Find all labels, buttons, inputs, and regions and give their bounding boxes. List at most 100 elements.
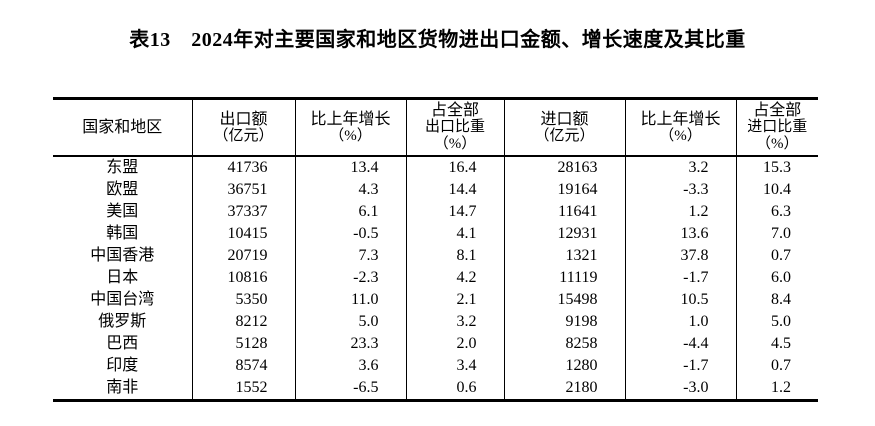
- table-row: 印度 8574 3.6 3.4 1280 -1.7 0.7: [53, 355, 818, 377]
- column-header-line: 出口比重: [424, 119, 485, 135]
- cell-region: 中国台湾: [53, 289, 193, 311]
- column-header-line: （%）: [433, 136, 477, 152]
- cell-value: 11119: [504, 267, 626, 289]
- cell-value: 10.5: [625, 289, 737, 311]
- table-row: 美国 37337 6.1 14.7 11641 1.2 6.3: [53, 201, 818, 223]
- column-header-line: 比上年增长: [310, 110, 391, 128]
- cell-region: 中国香港: [53, 245, 193, 267]
- cell-value: 8258: [504, 333, 626, 355]
- cell-value: 36751: [192, 179, 296, 201]
- cell-value: -6.5: [295, 377, 407, 401]
- column-header-line: （亿元）: [534, 127, 595, 144]
- cell-value: 7.3: [295, 245, 407, 267]
- cell-value: 5.0: [771, 313, 791, 330]
- cell-value: 4.3: [295, 179, 407, 201]
- cell-value: 5350: [192, 289, 296, 311]
- cell-region: 东盟: [53, 156, 193, 179]
- cell-value: 8.4: [771, 291, 791, 308]
- column-header: 比上年增长 （%）: [295, 98, 407, 157]
- cell-value: 8574: [192, 355, 296, 377]
- cell-value: 8212: [192, 311, 296, 333]
- cell-value: -3.3: [625, 179, 737, 201]
- cell-value: 16.4: [406, 156, 505, 179]
- header-row: 国家和地区 出口额 （亿元） 比上年增长 （%） 占全部 出口比重 （%） 进口额 （亿元） 比上年…: [53, 98, 818, 157]
- table-row: 欧盟 36751 4.3 14.4 19164 -3.3 10.4: [53, 179, 818, 201]
- column-header-line: 比上年增长: [640, 110, 721, 128]
- cell-value: -1.7: [625, 355, 737, 377]
- cell-value: 10415: [192, 223, 296, 245]
- cell-value: -2.3: [295, 267, 407, 289]
- table-title: 表13 2024年对主要国家和地区货物进出口金额、增长速度及其比重: [129, 29, 746, 51]
- cell-value: 0.7: [771, 247, 791, 264]
- cell-value: -3.0: [625, 377, 737, 401]
- cell-value: 13.4: [295, 156, 407, 179]
- cell-value: 11641: [504, 201, 626, 223]
- cell-region: 日本: [53, 267, 193, 289]
- column-header-line: 国家和地区: [82, 119, 163, 136]
- cell-value: 3.2: [406, 311, 505, 333]
- cell-value: 23.3: [295, 333, 407, 355]
- cell-value: 4.5: [771, 335, 791, 352]
- column-header: 占全部 进口比重 （%）: [736, 98, 818, 157]
- table-row: 韩国 10415 -0.5 4.1 12931 13.6 7.0: [53, 223, 818, 245]
- cell-value: 9198: [504, 311, 626, 333]
- trade-table: 国家和地区 出口额 （亿元） 比上年增长 （%） 占全部 出口比重 （%） 进口额 （亿元） 比上年…: [53, 97, 818, 402]
- cell-value: 2180: [504, 377, 626, 401]
- column-header: 比上年增长 （%）: [625, 98, 737, 157]
- cell-value: 37337: [192, 201, 296, 223]
- column-header-line: 进口额: [540, 110, 589, 128]
- cell-value: 6.3: [771, 203, 791, 220]
- cell-region: 巴西: [53, 333, 193, 355]
- table-row: 巴西 5128 23.3 2.0 8258 -4.4 4.5: [53, 333, 818, 355]
- cell-region: 印度: [53, 355, 193, 377]
- cell-region: 美国: [53, 201, 193, 223]
- cell-region: 欧盟: [53, 179, 193, 201]
- table-row: 中国香港 20719 7.3 8.1 1321 37.8 0.7: [53, 245, 818, 267]
- table-header: 国家和地区 出口额 （亿元） 比上年增长 （%） 占全部 出口比重 （%） 进口额 （亿元） 比上年…: [53, 98, 818, 157]
- cell-value: 1280: [504, 355, 626, 377]
- cell-value: 19164: [504, 179, 626, 201]
- column-header: 占全部 出口比重 （%）: [406, 98, 505, 157]
- cell-value: 2.0: [406, 333, 505, 355]
- table-row: 南非 1552 -6.5 0.6 2180 -3.0 1.2: [53, 377, 818, 401]
- column-header-line: （%）: [659, 127, 702, 144]
- column-header: 国家和地区: [53, 98, 193, 157]
- column-header-line: （%）: [756, 136, 799, 152]
- cell-value: 28163: [504, 156, 626, 179]
- cell-value: 2.1: [406, 289, 505, 311]
- cell-value: 1.2: [625, 201, 737, 223]
- cell-value: 41736: [192, 156, 296, 179]
- cell-value: 4.1: [406, 223, 505, 245]
- table-body: 东盟 41736 13.4 16.4 28163 3.2 15.3 欧盟 36751 4.3 14.…: [53, 156, 818, 401]
- cell-value: 3.6: [295, 355, 407, 377]
- cell-value: 6.0: [771, 269, 791, 286]
- table-row: 东盟 41736 13.4 16.4 28163 3.2 15.3: [53, 156, 818, 179]
- table-row: 日本 10816 -2.3 4.2 11119 -1.7 6.0: [53, 267, 818, 289]
- cell-value: -1.7: [625, 267, 737, 289]
- cell-value: 1.0: [625, 311, 737, 333]
- cell-value: 10.4: [763, 181, 791, 198]
- cell-value: 4.2: [406, 267, 505, 289]
- cell-value: 1.2: [771, 379, 791, 396]
- cell-value: 1552: [192, 377, 296, 401]
- column-header: 出口额 （亿元）: [192, 98, 296, 157]
- cell-value: 10816: [192, 267, 296, 289]
- cell-value: 13.6: [625, 223, 737, 245]
- cell-value: 37.8: [625, 245, 737, 267]
- column-header-line: 出口额: [219, 110, 268, 128]
- cell-value: 14.7: [406, 201, 505, 223]
- column-header-line: （%）: [329, 127, 372, 144]
- cell-value: 12931: [504, 223, 626, 245]
- column-header: 进口额 （亿元）: [504, 98, 626, 157]
- cell-value: 11.0: [295, 289, 407, 311]
- cell-value: 5128: [192, 333, 296, 355]
- cell-value: 0.7: [771, 357, 791, 374]
- cell-value: 7.0: [771, 225, 791, 242]
- cell-region: 俄罗斯: [53, 311, 193, 333]
- column-header-line: 进口比重: [747, 119, 808, 135]
- table-row: 俄罗斯 8212 5.0 3.2 9198 1.0 5.0: [53, 311, 818, 333]
- cell-value: -4.4: [625, 333, 737, 355]
- column-header-line: 占全部: [753, 102, 802, 119]
- cell-region: 韩国: [53, 223, 193, 245]
- cell-value: 20719: [192, 245, 296, 267]
